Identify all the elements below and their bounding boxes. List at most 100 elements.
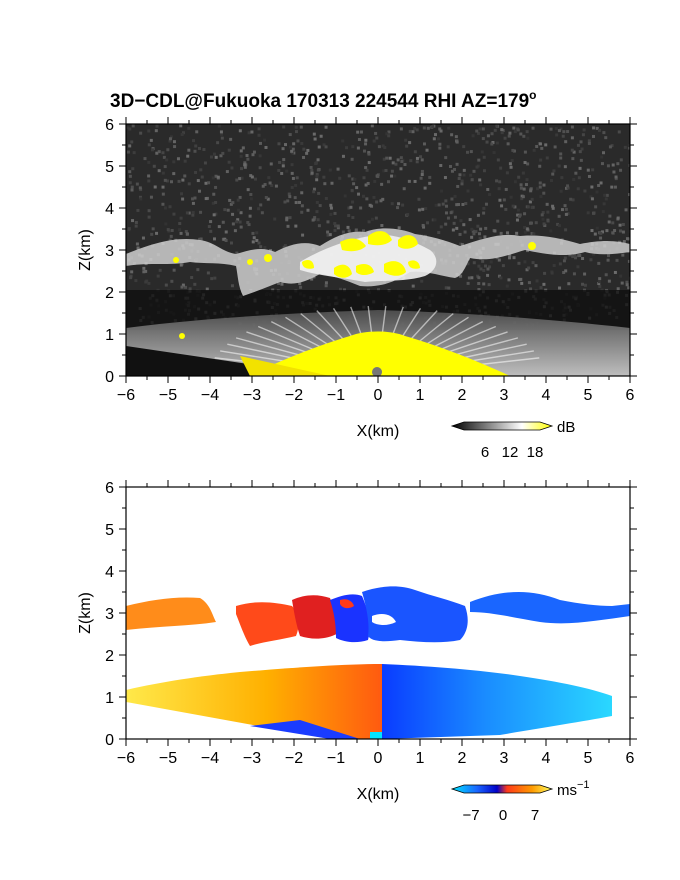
noise-speckle (147, 209, 151, 213)
noise-speckle (186, 154, 190, 158)
noise-speckle (508, 256, 512, 260)
noise-speckle (364, 142, 368, 146)
noise-speckle (479, 227, 483, 231)
noise-speckle (415, 156, 419, 160)
noise-speckle (339, 287, 343, 291)
noise-speckle (300, 141, 304, 145)
noise-speckle (180, 285, 184, 289)
noise-speckle (477, 158, 481, 162)
noise-speckle (477, 232, 481, 236)
noise-speckle (368, 203, 372, 207)
noise-speckle (183, 159, 187, 163)
noise-speckle (486, 273, 490, 277)
velocity-x-tick-label: −3 (243, 750, 261, 767)
noise-speckle (459, 274, 463, 278)
noise-speckle (553, 145, 557, 149)
noise-speckle (457, 177, 461, 181)
noise-speckle (211, 201, 215, 205)
noise-speckle (470, 198, 474, 202)
noise-speckle (505, 171, 509, 175)
noise-speckle (438, 146, 442, 150)
reflectivity-x-tick-label: 6 (626, 387, 635, 404)
noise-speckle (520, 197, 524, 201)
noise-speckle (458, 173, 462, 177)
noise-speckle (165, 158, 169, 162)
noise-speckle (300, 204, 304, 208)
noise-speckle (375, 136, 379, 140)
noise-speckle (511, 148, 515, 152)
noise-speckle (516, 128, 520, 132)
noise-speckle (509, 165, 513, 169)
noise-speckle (274, 184, 278, 188)
noise-speckle (399, 156, 403, 160)
noise-speckle (570, 136, 574, 140)
reflectivity-y-tick-label: 1 (105, 327, 114, 344)
noise-speckle (541, 211, 545, 215)
velocity-x-tick-label: −1 (327, 750, 345, 767)
velocity-x-axis-label: X(km) (357, 786, 400, 803)
noise-speckle (172, 172, 176, 176)
noise-speckle (179, 216, 183, 220)
velocity-y-tick-label: 1 (105, 690, 114, 707)
noise-speckle (131, 219, 135, 223)
noise-speckle (479, 183, 483, 187)
noise-speckle (597, 128, 601, 132)
noise-speckle (508, 162, 512, 166)
noise-speckle (259, 203, 263, 207)
noise-speckle (564, 207, 568, 211)
noise-speckle (282, 158, 286, 162)
noise-speckle (453, 215, 457, 219)
noise-speckle (583, 272, 587, 276)
noise-speckle (287, 192, 291, 196)
noise-speckle (385, 132, 389, 136)
noise-speckle (370, 217, 374, 221)
noise-speckle (347, 214, 351, 218)
noise-speckle (466, 281, 470, 285)
noise-speckle (156, 274, 160, 278)
noise-speckle (433, 218, 437, 222)
noise-speckle (511, 204, 515, 208)
noise-speckle (404, 138, 408, 142)
reflectivity-image (126, 124, 630, 376)
noise-speckle (390, 202, 394, 206)
noise-speckle (179, 263, 183, 267)
noise-speckle (613, 270, 617, 274)
noise-speckle (512, 126, 516, 130)
noise-speckle (477, 288, 481, 292)
noise-speckle (312, 190, 316, 194)
noise-speckle (126, 126, 130, 130)
noise-speckle (482, 211, 486, 215)
reflectivity-x-tick-label: −2 (285, 387, 303, 404)
noise-speckle (229, 137, 233, 141)
noise-speckle (216, 141, 220, 145)
noise-speckle (531, 261, 535, 265)
noise-speckle (136, 208, 140, 212)
noise-speckle (590, 197, 594, 201)
noise-speckle (294, 201, 298, 205)
noise-speckle (458, 232, 462, 236)
noise-speckle (564, 140, 568, 144)
noise-speckle (591, 168, 595, 172)
noise-speckle (354, 228, 358, 232)
noise-speckle (396, 206, 400, 210)
noise-speckle (471, 134, 475, 138)
noise-speckle (139, 197, 143, 201)
velocity-axes: −6 −5 −4 −3 −2 −1 0 1 2 3 4 5 6 0 1 2 3 4 5 6 X(km) Z(km) (77, 480, 637, 803)
noise-speckle (362, 149, 366, 153)
noise-speckle (413, 150, 417, 154)
noise-speckle (306, 148, 310, 152)
noise-speckle (214, 200, 218, 204)
noise-speckle (238, 220, 242, 224)
noise-speckle (614, 177, 618, 181)
noise-speckle (168, 139, 172, 143)
noise-speckle (403, 163, 407, 167)
velocity-x-tick-label: 4 (542, 750, 551, 767)
noise-speckle (426, 221, 430, 225)
noise-speckle (247, 131, 251, 135)
noise-speckle (347, 174, 351, 178)
noise-speckle (616, 216, 620, 220)
noise-speckle (415, 128, 419, 132)
noise-speckle (513, 205, 517, 209)
noise-speckle (298, 282, 302, 286)
noise-speckle (434, 203, 438, 207)
